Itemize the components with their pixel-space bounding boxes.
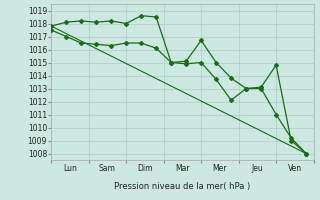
Text: Lun: Lun [63,164,77,173]
Text: Jeu: Jeu [252,164,263,173]
Text: Mar: Mar [175,164,190,173]
X-axis label: Pression niveau de la mer( hPa ): Pression niveau de la mer( hPa ) [114,182,251,191]
Text: Mer: Mer [212,164,227,173]
Text: Ven: Ven [288,164,302,173]
Text: Sam: Sam [99,164,116,173]
Text: Dim: Dim [137,164,153,173]
